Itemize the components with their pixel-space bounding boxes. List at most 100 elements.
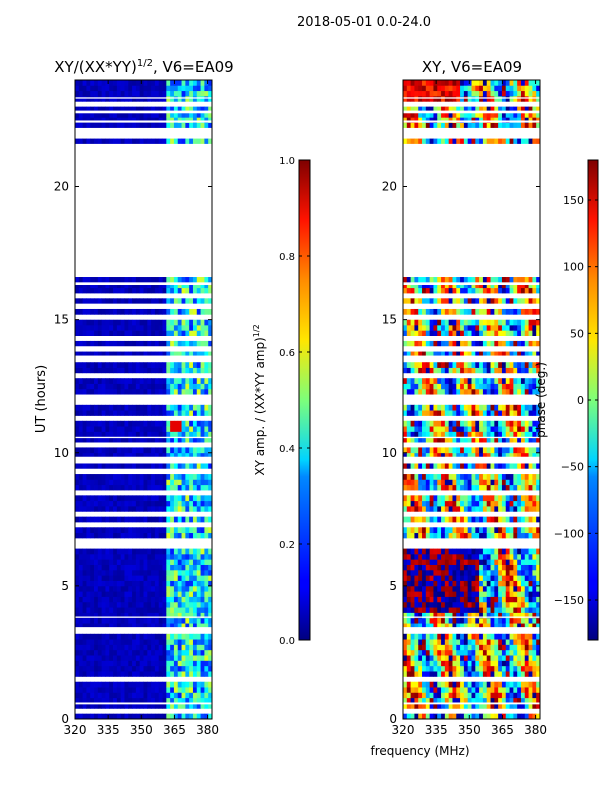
- amp-cell: [166, 644, 171, 651]
- amp-cell: [101, 559, 106, 565]
- phase-cell: [501, 80, 507, 86]
- amp-cell: [166, 569, 171, 576]
- amp-cell: [139, 351, 144, 358]
- phase-cell: [490, 532, 495, 539]
- amp-cell: [78, 665, 84, 672]
- phase-cell: [509, 527, 514, 534]
- phase-cell: [448, 340, 453, 347]
- amp-cell: [78, 639, 84, 645]
- amp-cell: [200, 452, 205, 459]
- amp-cell: [120, 633, 125, 640]
- phase-cell: [524, 713, 529, 719]
- amp-cell: [200, 420, 205, 427]
- amp-cell: [196, 117, 201, 123]
- amp-cell: [151, 463, 156, 470]
- amp-cell: [204, 623, 209, 629]
- phase-cell: [448, 713, 453, 719]
- amp-cell: [94, 495, 99, 502]
- amp-cell: [132, 692, 137, 699]
- phase-cell: [425, 80, 431, 86]
- amp-cell: [151, 617, 156, 624]
- phase-cell: [425, 383, 431, 390]
- phase-cell: [414, 633, 419, 640]
- amp-cell: [166, 564, 171, 571]
- phase-cell: [448, 277, 453, 283]
- phase-cell: [524, 527, 529, 534]
- amp-cell: [181, 548, 186, 555]
- phase-cell: [517, 479, 522, 486]
- phase-cell: [475, 324, 480, 331]
- phase-cell: [475, 362, 480, 368]
- phase-cell: [517, 612, 522, 619]
- amp-cell: [173, 85, 179, 92]
- phase-cell: [448, 367, 453, 374]
- amp-cell: [97, 431, 103, 438]
- phase-cell: [437, 479, 442, 486]
- amp-cell: [86, 607, 91, 613]
- amp-cell: [86, 324, 91, 331]
- phase-cell: [403, 671, 408, 677]
- phase-cell: [463, 660, 469, 667]
- phase-cell: [448, 351, 453, 358]
- amp-cell: [75, 580, 80, 587]
- phase-cell: [467, 612, 472, 619]
- amp-cell: [120, 383, 125, 390]
- phase-cell: [486, 85, 491, 92]
- amp-cell: [90, 506, 95, 512]
- amp-cell: [90, 479, 95, 486]
- amp-cell: [189, 426, 194, 432]
- amp-cell: [101, 692, 106, 699]
- phase-cell: [524, 426, 529, 432]
- phase-cell: [448, 106, 453, 113]
- amp-cell: [177, 692, 182, 699]
- phase-cell: [403, 548, 408, 555]
- phase-cell: [509, 559, 514, 565]
- phase-cell: [505, 383, 510, 390]
- phase-cell: [467, 90, 472, 97]
- amp-cell: [143, 612, 148, 619]
- phase-cell: [414, 687, 419, 693]
- amp-cell: [208, 479, 212, 486]
- phase-cell: [460, 564, 465, 571]
- phase-cell: [452, 506, 457, 512]
- phase-cell: [498, 495, 503, 502]
- amp-cell: [208, 351, 212, 358]
- phase-cell: [422, 85, 427, 92]
- phase-cell: [524, 436, 529, 443]
- amp-cell: [135, 282, 141, 289]
- amp-cell: [147, 298, 152, 305]
- amp-cell: [82, 585, 87, 592]
- phase-cell: [410, 681, 415, 688]
- data-gap-strip: [75, 702, 212, 705]
- amp-cell: [86, 548, 91, 555]
- amp-cell: [154, 580, 160, 587]
- amp-cell: [109, 447, 114, 454]
- phase-cell: [517, 404, 522, 411]
- amp-cell: [109, 90, 114, 97]
- phase-cell: [463, 362, 469, 368]
- amp-cell: [170, 362, 175, 368]
- amp-cell: [170, 713, 175, 719]
- phase-cell: [479, 596, 484, 603]
- phase-cell: [498, 282, 503, 289]
- phase-cell: [441, 495, 446, 502]
- amp-cell: [158, 340, 163, 347]
- phase-cell: [410, 697, 415, 704]
- amp-cell: [86, 569, 91, 576]
- phase-cell: [444, 569, 450, 576]
- amp-cell: [128, 681, 133, 688]
- amp-cell: [204, 324, 209, 331]
- amp-cell: [143, 122, 148, 129]
- amp-cell: [120, 452, 125, 459]
- phase-cell: [517, 601, 522, 608]
- amp-cell: [75, 585, 80, 592]
- amp-cell: [208, 532, 212, 539]
- amp-cell: [132, 282, 137, 289]
- amp-cell: [173, 367, 179, 374]
- phase-cell: [403, 324, 408, 331]
- amp-cell: [200, 287, 205, 294]
- amp-cell: [185, 340, 190, 347]
- amp-cell: [113, 687, 118, 693]
- phase-cell: [479, 95, 484, 102]
- phase-cell: [418, 122, 423, 129]
